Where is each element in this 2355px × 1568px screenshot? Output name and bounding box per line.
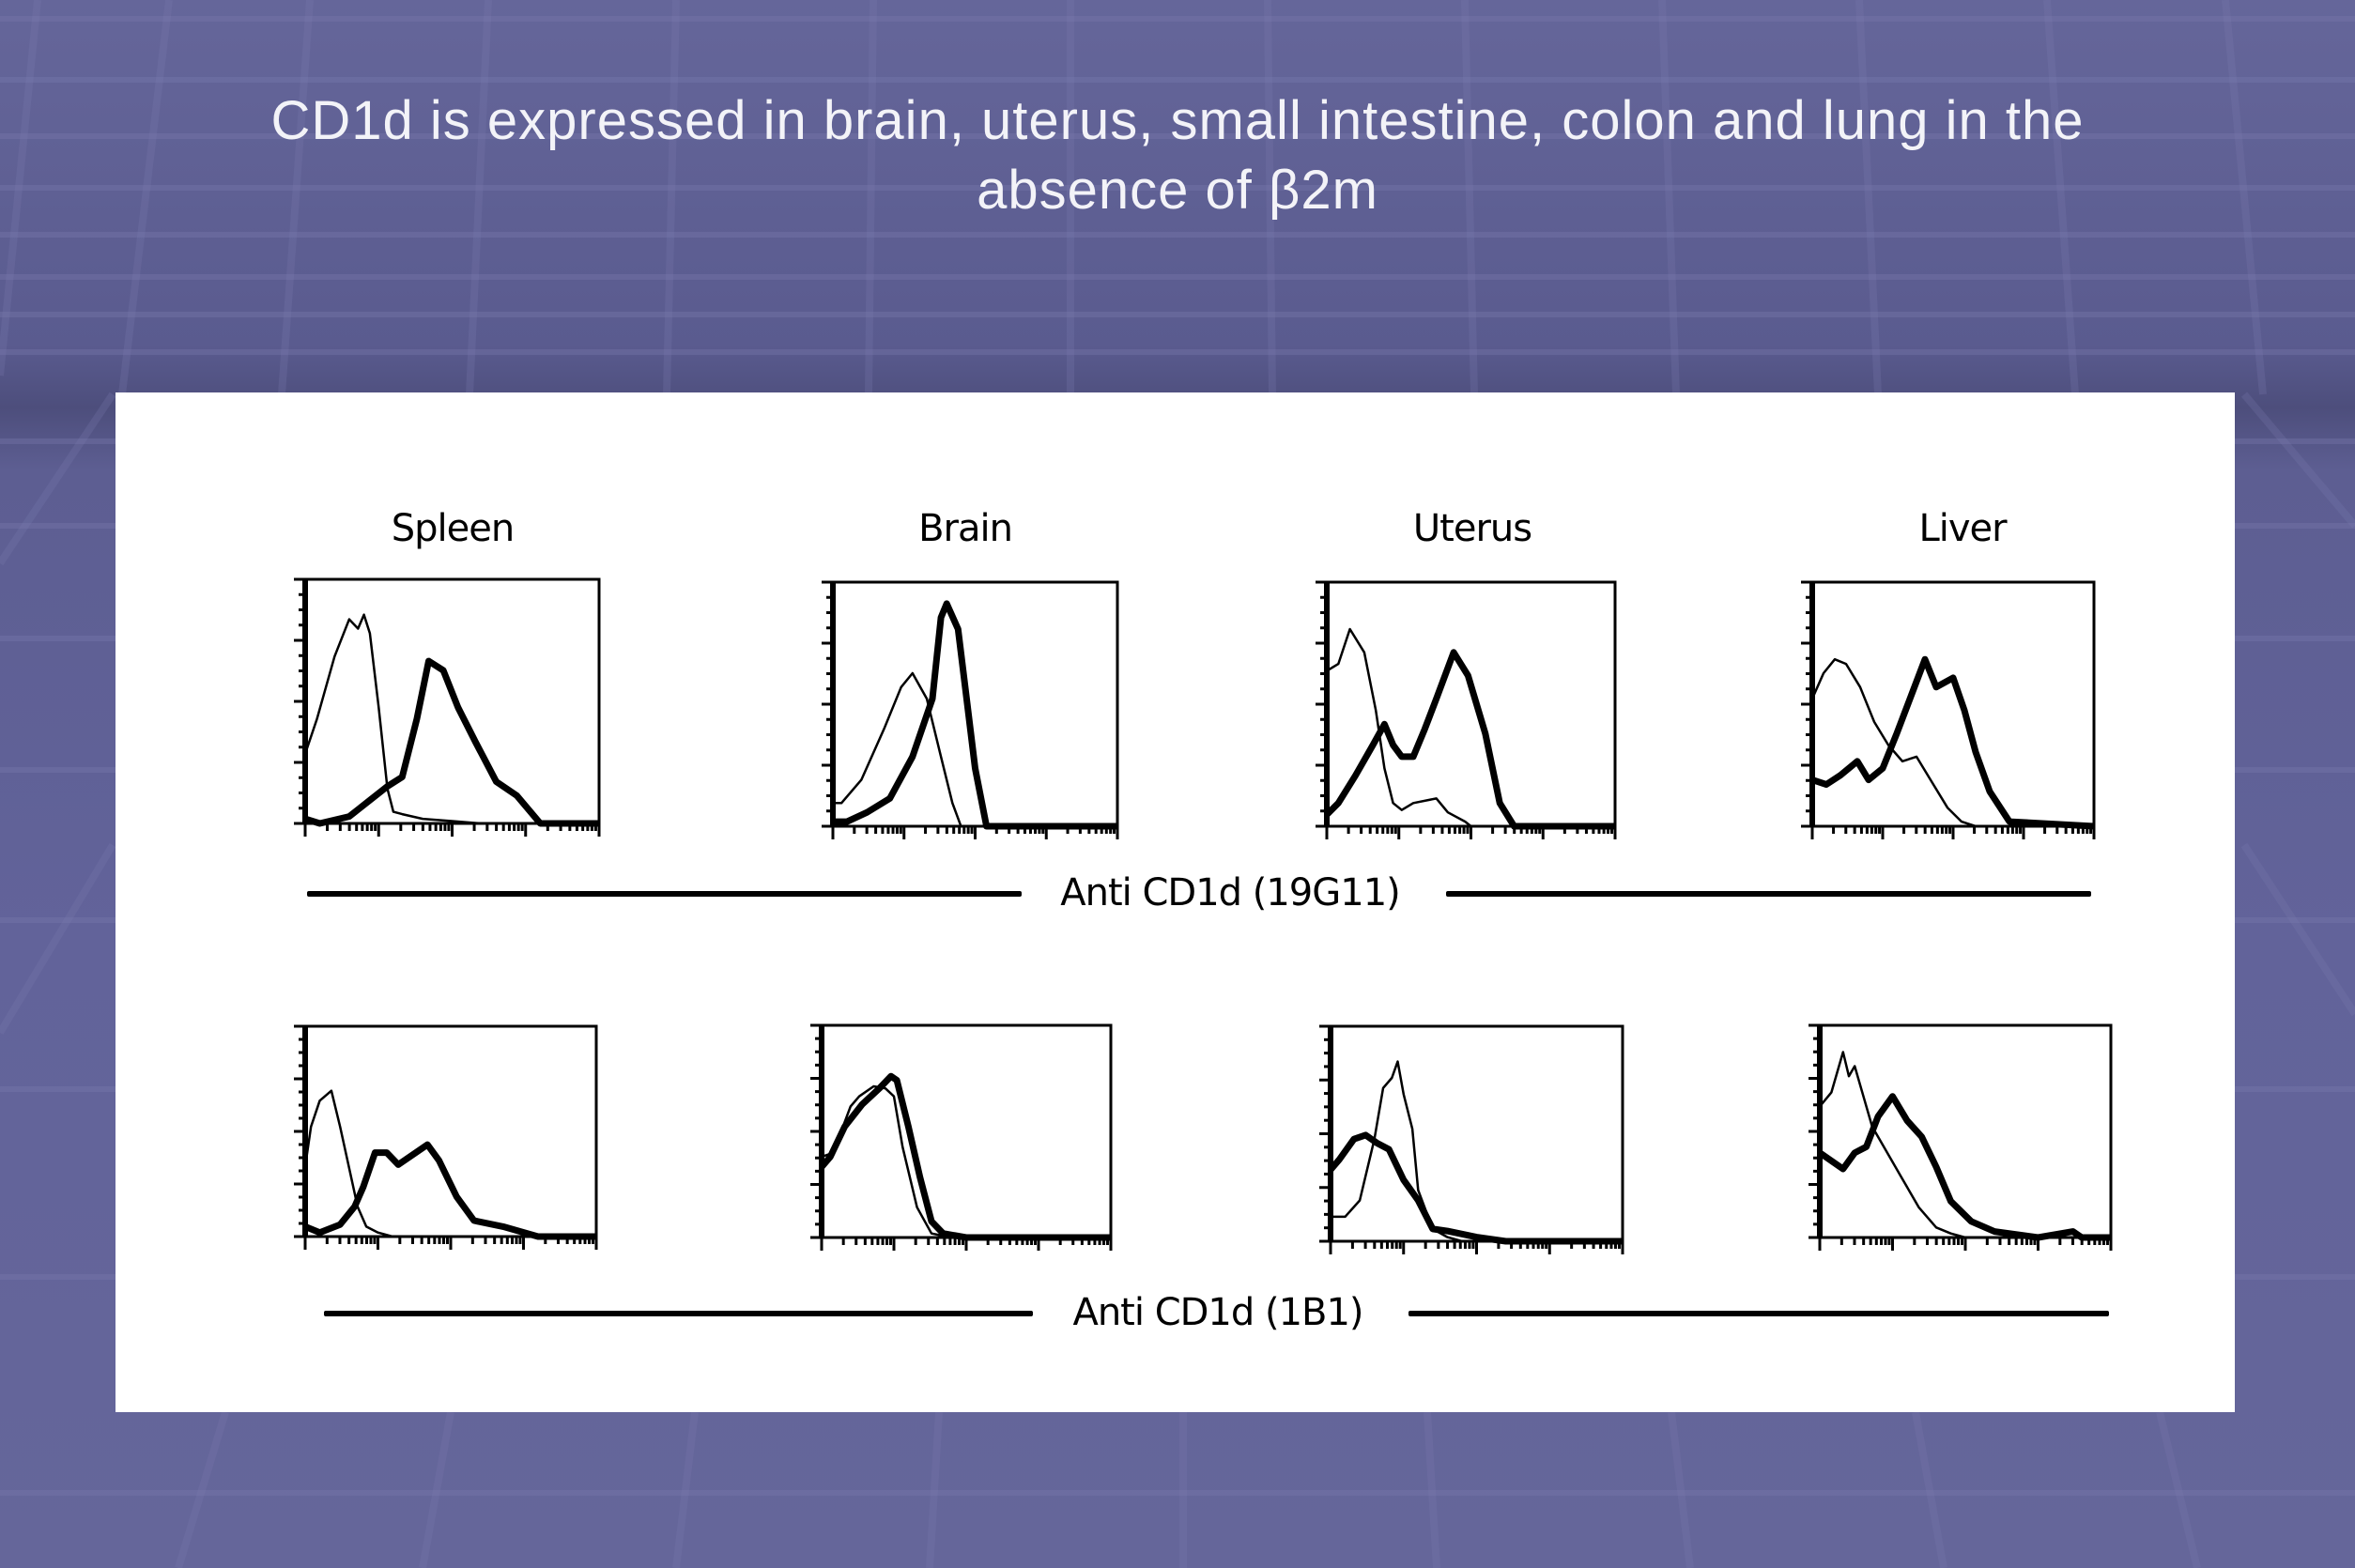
row2-axis-label: Anti CD1d (1B1) [1072, 1291, 1363, 1334]
slide-title-line-1: CD1d is expressed in brain, uterus, smal… [270, 90, 2085, 151]
plot-frame [820, 1023, 1113, 1239]
control-histogram-line [1326, 627, 1615, 828]
tissue-label-liver: Liver [1918, 507, 2007, 550]
plot-frame [1325, 580, 1617, 828]
plot-frame [1329, 1024, 1624, 1243]
histogram-liver-row2 [1809, 1023, 2113, 1251]
row1-axis-label: Anti CD1d (19G11) [1060, 871, 1401, 915]
slide-title-line-2: absence of β2m [977, 160, 1378, 221]
cd1d-histogram-line [303, 1141, 596, 1240]
row1-axis-line-right [1446, 891, 2091, 897]
tissue-label-brain: Brain [918, 507, 1013, 550]
row2-axis-line-right [1408, 1311, 2109, 1316]
plot-frame [303, 1024, 598, 1238]
histogram-liver-row1 [1801, 580, 2096, 839]
cd1d-histogram-line [303, 657, 599, 827]
slide-title: CD1d is expressed in brain, uterus, smal… [0, 86, 2355, 225]
cd1d-histogram-line [819, 1072, 1111, 1241]
cd1d-histogram-line [1818, 1093, 2111, 1241]
row2-axis-line-left [324, 1311, 1033, 1316]
histogram-spleen-row1 [294, 577, 601, 837]
row1-axis-line-left [307, 891, 1022, 897]
control-histogram-line [1331, 1060, 1623, 1243]
cd1d-histogram-line [1810, 655, 2095, 830]
tissue-label-uterus: Uterus [1412, 507, 1532, 550]
plot-frame [1818, 1023, 2113, 1239]
tissue-label-spleen: Spleen [391, 507, 515, 550]
cd1d-histogram-line [1324, 649, 1615, 830]
plot-frame [831, 580, 1119, 828]
histogram-brain-row2 [810, 1023, 1113, 1251]
control-histogram-line [833, 671, 1117, 828]
control-histogram-line [1810, 657, 2094, 828]
histogram-uterus-row2 [1319, 1024, 1624, 1254]
histogram-uterus-row1 [1316, 580, 1617, 839]
cd1d-histogram-line [1328, 1131, 1623, 1245]
control-histogram-line [821, 1084, 1111, 1239]
control-histogram-line [303, 613, 599, 825]
plot-frame [1810, 580, 2096, 828]
histogram-brain-row1 [822, 580, 1119, 839]
control-histogram-line [1819, 1051, 2111, 1239]
histogram-spleen-row2 [294, 1024, 598, 1250]
cd1d-histogram-line [833, 600, 1117, 830]
control-histogram-line [303, 1089, 596, 1238]
